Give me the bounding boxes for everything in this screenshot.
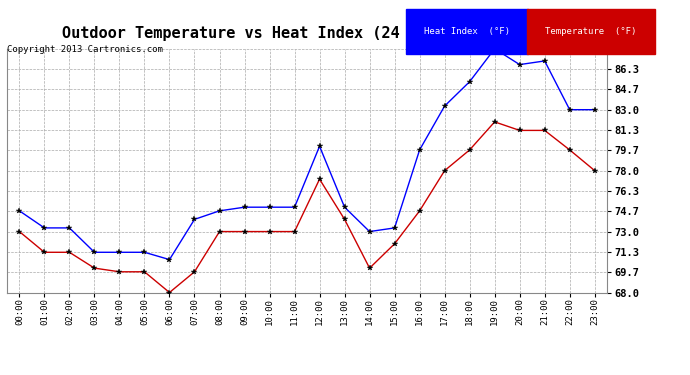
Text: Heat Index  (°F): Heat Index (°F) — [424, 27, 511, 36]
Text: Temperature  (°F): Temperature (°F) — [545, 27, 636, 36]
Text: Copyright 2013 Cartronics.com: Copyright 2013 Cartronics.com — [7, 45, 163, 54]
Text: Outdoor Temperature vs Heat Index (24 Hours) 20130709: Outdoor Temperature vs Heat Index (24 Ho… — [62, 26, 545, 41]
